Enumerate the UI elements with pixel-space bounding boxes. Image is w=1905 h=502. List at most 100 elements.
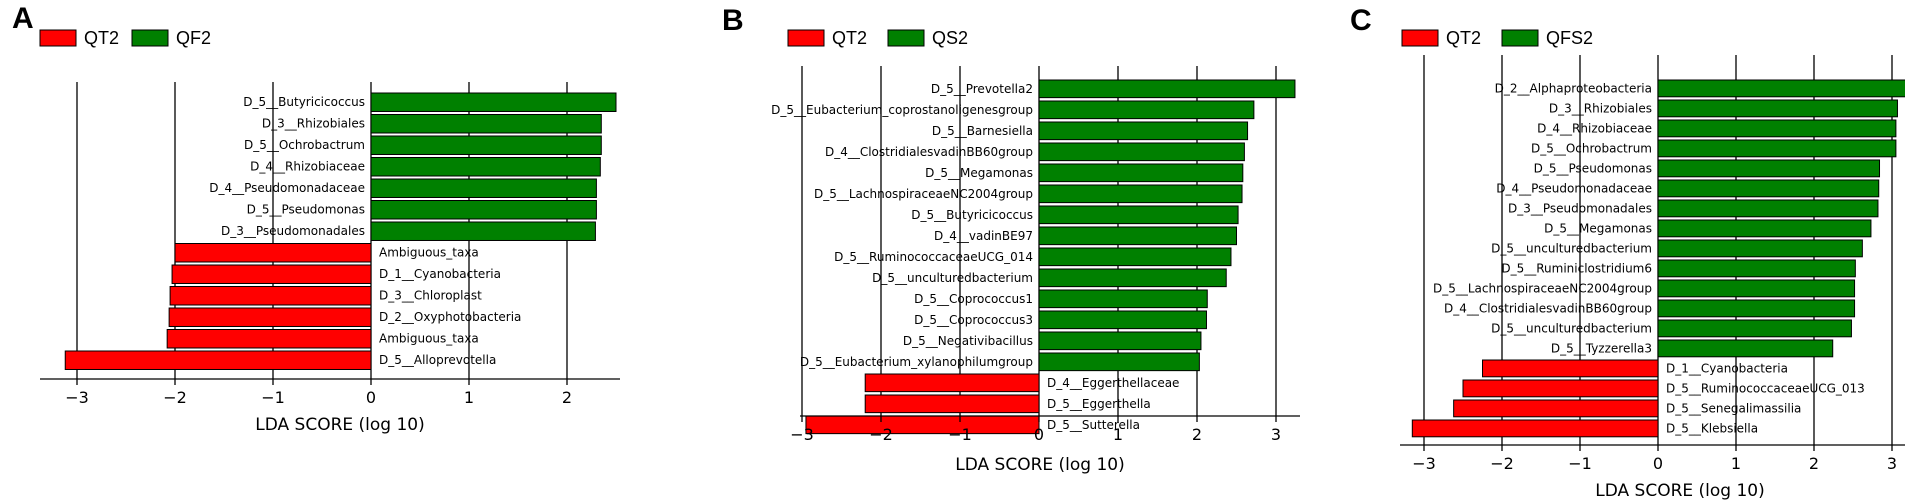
legend-label: QT2 — [832, 28, 867, 48]
x-tick-label: −3 — [1412, 454, 1436, 473]
bar — [864, 394, 1040, 414]
bar — [370, 114, 602, 134]
bar — [1657, 159, 1881, 178]
category-label: D_4__Pseudomonadaceae — [209, 181, 365, 195]
bar — [171, 264, 372, 284]
bar — [1038, 226, 1237, 246]
bar — [1038, 79, 1296, 99]
category-label: D_5__Butyricicoccus — [911, 208, 1033, 222]
bar — [1657, 299, 1856, 318]
category-label: D_3__Rhizobiales — [1549, 101, 1652, 115]
category-label: D_2__Oxyphotobacteria — [379, 310, 521, 324]
category-label: D_3__Pseudomonadales — [1508, 201, 1652, 215]
bar — [1657, 219, 1872, 238]
bar — [864, 373, 1040, 393]
category-label: D_5__Eggerthella — [1047, 397, 1151, 411]
bar — [1482, 359, 1659, 378]
bar — [370, 178, 597, 198]
bar — [1038, 184, 1243, 204]
category-label: D_5__Ruminiclostridium6 — [1501, 261, 1652, 275]
category-label: D_5__Alloprevotella — [379, 353, 496, 367]
x-tick-label: −1 — [948, 425, 972, 444]
bar — [805, 415, 1040, 435]
bar — [1038, 247, 1232, 267]
x-tick-label: −3 — [790, 425, 814, 444]
x-tick-label: −1 — [261, 388, 285, 407]
x-axis-label: LDA SCORE (log 10) — [955, 455, 1125, 475]
bar — [1657, 279, 1856, 298]
bar — [370, 157, 601, 177]
category-label: D_4__Rhizobiaceae — [250, 160, 365, 174]
legend-swatch — [39, 29, 77, 47]
legend-swatch — [1501, 29, 1539, 47]
category-label: D_5__Coprococcus1 — [914, 292, 1033, 306]
category-label: D_5__unculturedbacterium — [872, 271, 1033, 285]
category-label: D_5__Tyzzerella3 — [1551, 341, 1652, 355]
legend-label: QFS2 — [1546, 28, 1593, 48]
bar — [1657, 79, 1905, 98]
category-label: D_1__Cyanobacteria — [1666, 361, 1788, 375]
x-tick-label: −2 — [1490, 454, 1514, 473]
category-label: D_5__Butyricicoccus — [243, 95, 365, 109]
bar — [1657, 259, 1856, 278]
category-label: D_5__LachnospiraceaeNC2004group — [814, 187, 1033, 201]
category-label: D_4__vadinBE97 — [934, 229, 1033, 243]
bar — [370, 135, 602, 155]
x-tick-label: −2 — [869, 425, 893, 444]
category-label: D_5__Megamonas — [925, 166, 1033, 180]
category-label: D_5__Eubacterium_coprostanoligenesgroup — [771, 103, 1033, 117]
category-label: D_5__Megamonas — [1544, 221, 1652, 235]
category-label: D_4__Pseudomonadaceae — [1496, 181, 1652, 195]
bar — [1038, 331, 1202, 351]
legend-label: QF2 — [176, 28, 211, 48]
category-label: D_5__Eubacterium_xylanophilumgroup — [800, 355, 1033, 369]
x-tick-label: 1 — [1113, 425, 1123, 444]
category-label: D_5__unculturedbacterium — [1491, 241, 1652, 255]
legend-label: QS2 — [932, 28, 968, 48]
bar — [1657, 239, 1863, 258]
bar — [1657, 339, 1834, 358]
bar — [1657, 99, 1898, 118]
bar — [1411, 419, 1659, 438]
bar — [1462, 379, 1659, 398]
category-label: D_5__Senegalimassilia — [1666, 401, 1801, 415]
category-label: D_4__Rhizobiaceae — [1537, 121, 1652, 135]
category-label: D_4__ClostridialesvadinBB60group — [1444, 301, 1652, 315]
category-label: D_4__ClostridialesvadinBB60group — [825, 145, 1033, 159]
category-label: D_5__Pseudomonas — [1534, 161, 1652, 175]
bar — [1038, 352, 1200, 372]
category-label: D_5__Coprococcus3 — [914, 313, 1033, 327]
x-tick-label: 3 — [1887, 454, 1897, 473]
category-label: D_5__Klebsiella — [1666, 421, 1758, 435]
x-tick-label: 2 — [562, 388, 572, 407]
legend-swatch — [1401, 29, 1439, 47]
x-tick-label: 1 — [1731, 454, 1741, 473]
x-tick-label: 1 — [464, 388, 474, 407]
category-label: D_5__Ochrobactrum — [244, 138, 365, 152]
bar — [370, 200, 597, 220]
panel-letter: B — [722, 4, 744, 37]
x-tick-label: 2 — [1192, 425, 1202, 444]
category-label: Ambiguous_taxa — [379, 332, 479, 346]
x-tick-label: −1 — [1568, 454, 1592, 473]
bar — [1453, 399, 1659, 418]
bar — [1038, 163, 1244, 183]
category-label: D_5__Sutterella — [1047, 418, 1140, 432]
bar — [1038, 100, 1255, 120]
category-label: D_5__Prevotella2 — [931, 82, 1033, 96]
category-label: D_5__Ochrobactrum — [1531, 141, 1652, 155]
bar — [1657, 319, 1852, 338]
bar — [370, 221, 596, 241]
bar — [1038, 310, 1207, 330]
x-tick-label: −2 — [163, 388, 187, 407]
category-label: D_1__Cyanobacteria — [379, 267, 501, 281]
bar — [166, 329, 372, 349]
legend-label: QT2 — [1446, 28, 1481, 48]
panel-letter: A — [12, 2, 34, 35]
x-tick-label: 0 — [1653, 454, 1663, 473]
category-label: D_5__Pseudomonas — [247, 203, 365, 217]
bar — [64, 350, 372, 370]
category-label: D_5__RuminococcaceaeUCG_014 — [834, 250, 1033, 264]
bar — [1038, 121, 1249, 141]
